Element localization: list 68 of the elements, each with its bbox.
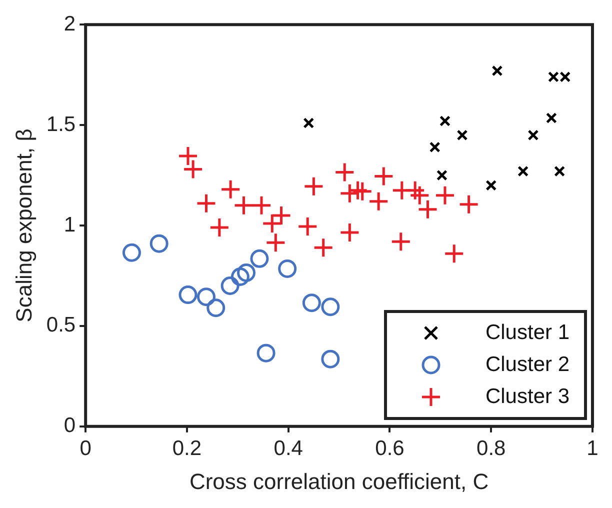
point [303,118,314,129]
point [278,259,297,278]
x-tick-label: 0.6 [375,436,404,460]
y-tick-label: 2 [64,12,76,36]
y-axis-title: Scaling exponent, β [11,128,36,322]
point [456,130,468,141]
point [434,185,456,206]
point [150,234,168,253]
point [122,243,141,262]
point [458,194,480,215]
y-tick-label: 1.5 [46,112,76,136]
point [313,237,334,258]
point [418,199,438,220]
point [444,243,464,264]
x-axis-title: Cross correlation coefficient, C [189,468,489,494]
point [271,205,292,226]
legend-label: Cluster 1 [485,321,570,346]
point [220,276,240,296]
point [440,116,450,127]
point [339,222,360,243]
point [256,344,276,362]
point [265,232,286,253]
point [390,231,412,252]
x-tick-label: 0 [80,436,92,460]
point [436,170,448,181]
point [178,146,198,166]
point [220,179,241,200]
legend-label: Cluster 2 [485,353,570,378]
point [237,263,256,282]
x-tick-label: 1 [586,436,598,460]
point [251,195,272,216]
point [297,216,318,237]
legend-label: Cluster 3 [485,385,570,410]
point [321,350,340,368]
point [209,217,230,238]
point [486,180,497,191]
point [206,298,226,318]
y-tick-label: 0 [64,414,76,438]
point [302,294,321,312]
point [492,65,503,76]
point [373,166,394,187]
point [250,249,269,268]
point [196,193,216,214]
point [334,162,355,183]
point [546,112,557,124]
point [554,166,566,177]
point [409,185,430,206]
point [548,71,559,82]
point [429,142,440,153]
y-tick-label: 0.5 [46,314,76,337]
point [234,195,254,216]
point [560,71,571,82]
x-tick-label: 0.8 [476,436,506,460]
point [352,181,373,202]
point [262,213,282,234]
point [321,298,340,316]
point [528,130,539,141]
point [196,288,216,306]
x-tick-label: 0.2 [172,436,202,460]
point [182,159,204,180]
point [178,286,198,304]
y-tick-label: 1 [64,213,76,236]
point [230,267,250,286]
point [368,191,389,212]
point [303,176,324,197]
point [404,180,426,201]
x-tick-label: 0.4 [274,436,304,460]
point [518,166,529,177]
